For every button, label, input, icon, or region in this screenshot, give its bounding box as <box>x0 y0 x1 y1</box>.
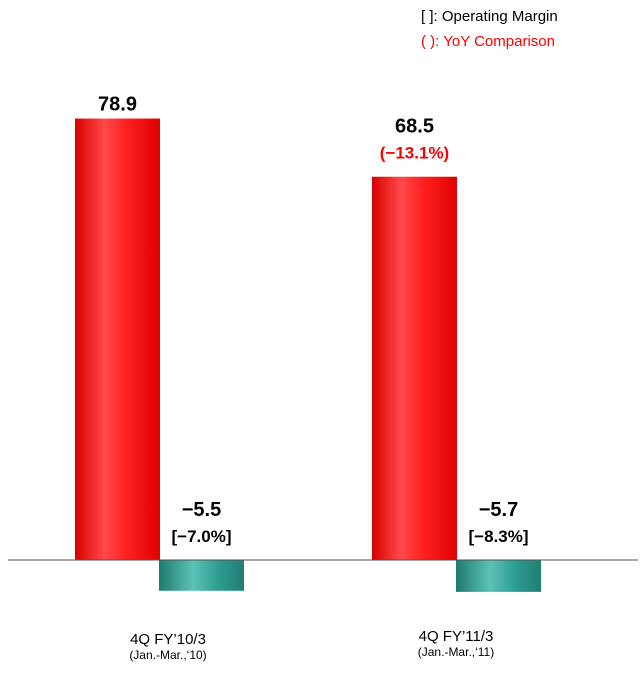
sales-bar <box>372 177 457 560</box>
category-label-1: 4Q FY’10/3 (Jan.-Mar.,‘10) <box>68 631 268 662</box>
category-title: 4Q FY’11/3 <box>356 628 556 645</box>
value-label: −5.5 <box>182 499 221 521</box>
value-label: 68.5 <box>395 116 434 138</box>
operating-income-bar <box>159 560 244 591</box>
yoy-label: (−13.1%) <box>380 144 449 163</box>
operating-income-bar <box>456 560 541 592</box>
category-period: (Jan.-Mar.,‘11) <box>356 645 556 659</box>
sales-bar <box>75 119 160 560</box>
margin-label: [−8.3%] <box>469 527 529 546</box>
category-title: 4Q FY’10/3 <box>68 631 268 648</box>
value-label: 78.9 <box>98 94 137 116</box>
category-label-2: 4Q FY’11/3 (Jan.-Mar.,‘11) <box>356 628 556 659</box>
value-label: −5.7 <box>479 499 518 521</box>
margin-label: [−7.0%] <box>172 527 232 546</box>
category-period: (Jan.-Mar.,‘10) <box>68 648 268 662</box>
